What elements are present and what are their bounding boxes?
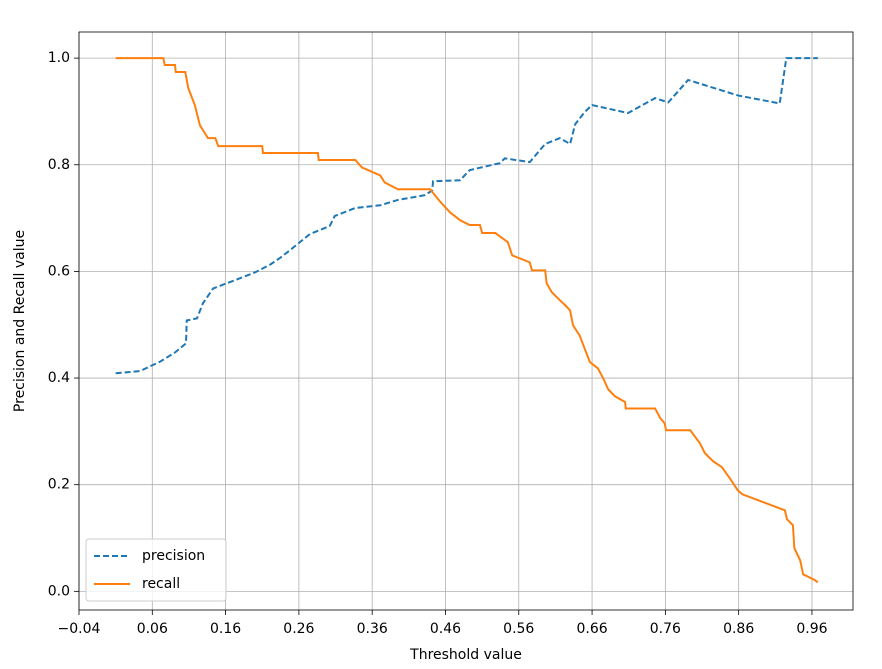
x-tick-label: 0.66 (576, 621, 607, 637)
x-tick-label: 0.36 (357, 621, 388, 637)
plot-frame (78, 31, 854, 611)
y-tick-label: 0.8 (48, 157, 70, 173)
y-axis-label: Precision and Recall value (12, 230, 28, 412)
x-tick-label: 0.46 (430, 621, 461, 637)
y-tick-label: 1.0 (48, 50, 70, 66)
x-tick-label: 0.86 (723, 621, 754, 637)
y-tick-label: 0.2 (48, 477, 70, 493)
data-line (115, 57, 818, 375)
x-tick-label: 0.16 (210, 621, 241, 637)
x-tick-label: 0.56 (503, 621, 534, 637)
y-tick-label: 0.4 (48, 370, 70, 386)
legend-label: precision (142, 548, 205, 564)
x-tick-label: 0.26 (283, 621, 314, 637)
x-axis-label: Threshold value (409, 647, 522, 663)
x-tick-label: 0.06 (137, 621, 168, 637)
x-tick-label: 0.96 (796, 621, 827, 637)
x-tick-label: −0.04 (58, 621, 101, 637)
data-line (115, 57, 819, 584)
y-tick-label: 0.6 (48, 263, 70, 279)
y-tick-label: 0.0 (48, 583, 70, 599)
legend-box (85, 538, 227, 602)
legend-label: recall (142, 576, 180, 592)
x-tick-label: 0.76 (650, 621, 681, 637)
